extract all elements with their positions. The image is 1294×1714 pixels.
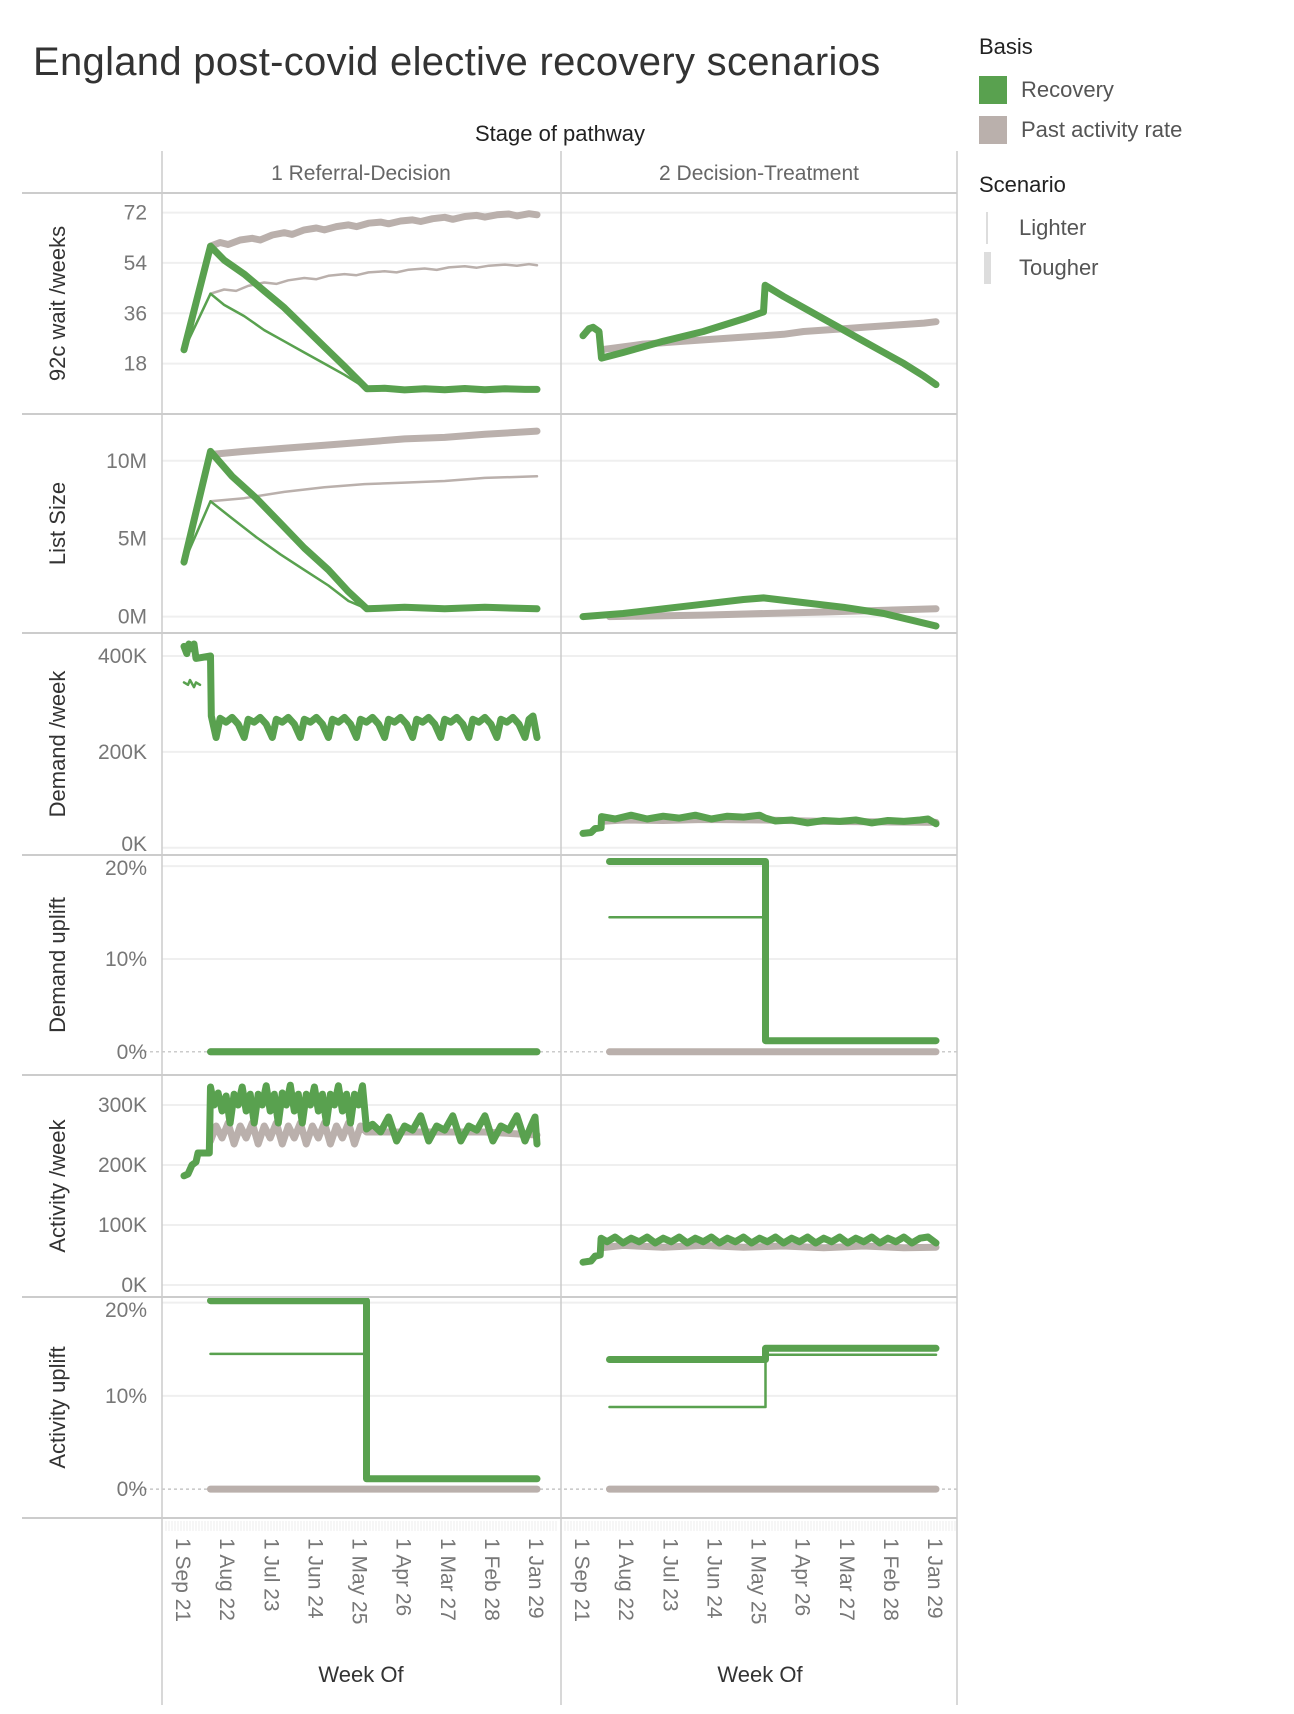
legend-item-lighter[interactable]: Lighter bbox=[979, 208, 1279, 248]
legend-scenario-title: Scenario bbox=[979, 172, 1066, 197]
series-line-recovery-lighter bbox=[182, 678, 202, 689]
y-tick-label: 54 bbox=[124, 252, 148, 275]
series-line-recovery-lighter bbox=[182, 500, 369, 611]
x-tick-label: 1 Jun 24 bbox=[702, 1538, 725, 1619]
x-tick-label: 1 Feb 28 bbox=[879, 1538, 902, 1621]
x-tick-label: 1 Jul 23 bbox=[658, 1538, 681, 1612]
row-1: 0M 5M 10M List Size bbox=[45, 427, 957, 630]
series-line-recovery-lighter bbox=[209, 1352, 539, 1481]
series-line-recovery-tougher bbox=[606, 858, 940, 1045]
thick-line-icon bbox=[979, 252, 995, 284]
thin-line-icon bbox=[979, 212, 995, 244]
row-title: Activity /week bbox=[45, 1118, 70, 1252]
x-tick-label: 1 Aug 22 bbox=[215, 1538, 238, 1621]
series-line-past-activity-rate-tougher bbox=[598, 1241, 940, 1252]
legend: Basis Recovery Past activity rate Scenar… bbox=[979, 34, 1279, 288]
y-tick-label: 18 bbox=[124, 353, 147, 376]
series-line-recovery-tougher bbox=[180, 447, 541, 613]
x-tick-label: 1 Sep 21 bbox=[171, 1538, 194, 1622]
y-tick-label: 400K bbox=[98, 645, 147, 668]
series-line-recovery-tougher bbox=[207, 1297, 541, 1483]
y-tick-label: 36 bbox=[124, 302, 147, 325]
y-tick-label: 72 bbox=[124, 202, 147, 225]
y-tick-label: 10% bbox=[105, 1385, 147, 1408]
column-header-title: Stage of pathway bbox=[475, 121, 645, 146]
y-tick-label: 20% bbox=[105, 857, 147, 880]
row-title: 92c wait /weeks bbox=[45, 226, 70, 381]
x-tick-label: 1 Sep 21 bbox=[570, 1538, 593, 1622]
row-4: 0K 100K 200K 300K Activity /week bbox=[45, 1081, 957, 1297]
row-3: 0% 10% 20% Demand uplift bbox=[45, 857, 957, 1064]
y-tick-label: 200K bbox=[98, 741, 147, 764]
legend-label: Lighter bbox=[1019, 215, 1087, 240]
x-tick-label: 1 May 25 bbox=[747, 1538, 770, 1624]
y-tick-label: 10M bbox=[106, 450, 147, 473]
x-axis-title: Week Of bbox=[717, 1662, 803, 1687]
y-tick-label: 0M bbox=[118, 606, 147, 629]
x-tick-label: 1 Jan 29 bbox=[923, 1538, 946, 1619]
series-line-recovery-lighter bbox=[608, 915, 938, 1042]
legend-item-tougher[interactable]: Tougher bbox=[979, 248, 1279, 288]
row-title: List Size bbox=[45, 482, 70, 565]
series-line-recovery-tougher bbox=[579, 594, 940, 630]
x-tick-label: 1 Apr 26 bbox=[791, 1538, 814, 1616]
series-line-past-activity-rate-lighter bbox=[209, 262, 539, 295]
y-tick-label: 300K bbox=[98, 1094, 147, 1117]
y-tick-label: 20% bbox=[105, 1299, 147, 1322]
series-line-recovery-tougher bbox=[180, 242, 541, 394]
column-header: 2 Decision-Treatment bbox=[659, 162, 859, 185]
series-line-recovery-tougher bbox=[180, 1081, 541, 1180]
y-tick-label: 0K bbox=[121, 833, 147, 856]
x-tick-label: 1 Mar 27 bbox=[835, 1538, 858, 1621]
series-line-recovery-tougher bbox=[579, 811, 940, 837]
legend-item-past-activity-rate[interactable]: Past activity rate bbox=[979, 110, 1279, 150]
y-tick-label: 200K bbox=[98, 1154, 147, 1177]
series-line-recovery-tougher bbox=[579, 1233, 940, 1266]
row-0: 18 36 54 72 92c wait /weeks bbox=[45, 202, 957, 394]
column-header: 1 Referral-Decision bbox=[271, 162, 451, 185]
legend-label: Tougher bbox=[1019, 255, 1099, 280]
row-5: 0% 10% 20% Activity uplift bbox=[45, 1297, 957, 1501]
legend-label: Past activity rate bbox=[1021, 117, 1183, 142]
y-tick-label: 10% bbox=[105, 948, 147, 971]
row-title: Demand uplift bbox=[45, 897, 70, 1033]
series-line-recovery-tougher bbox=[180, 640, 541, 741]
y-tick-label: 0K bbox=[121, 1274, 147, 1297]
legend-item-recovery[interactable]: Recovery bbox=[979, 70, 1279, 110]
row-title: Demand /week bbox=[45, 670, 70, 818]
x-tick-label: 1 May 25 bbox=[348, 1538, 371, 1624]
y-tick-label: 0% bbox=[117, 1478, 147, 1501]
x-axis-title: Week Of bbox=[318, 1662, 404, 1687]
x-tick-label: 1 Jun 24 bbox=[303, 1538, 326, 1619]
x-tick-label: 1 Apr 26 bbox=[392, 1538, 415, 1616]
x-tick-label: 1 Aug 22 bbox=[614, 1538, 637, 1621]
series-line-recovery-lighter bbox=[182, 292, 539, 391]
series-line-recovery-tougher bbox=[606, 1344, 940, 1363]
legend-label: Recovery bbox=[1021, 77, 1114, 102]
y-tick-label: 100K bbox=[98, 1214, 147, 1237]
chart-title: England post-covid elective recovery sce… bbox=[33, 40, 881, 84]
row-2: 0K 200K 400K Demand /week bbox=[45, 640, 957, 856]
row-title: Activity uplift bbox=[45, 1346, 70, 1468]
past-activity-swatch bbox=[979, 116, 1007, 144]
y-tick-label: 0% bbox=[117, 1041, 147, 1064]
x-tick-label: 1 Feb 28 bbox=[480, 1538, 503, 1621]
x-tick-label: 1 Jan 29 bbox=[524, 1538, 547, 1619]
series-line-past-activity-rate-tougher bbox=[207, 427, 541, 458]
series-line-past-activity-rate-tougher bbox=[207, 1119, 541, 1148]
y-tick-label: 5M bbox=[118, 528, 147, 551]
x-tick-label: 1 Mar 27 bbox=[436, 1538, 459, 1621]
series-line-recovery-lighter bbox=[608, 1353, 938, 1409]
recovery-swatch bbox=[979, 76, 1007, 104]
series-line-past-activity-rate-tougher bbox=[207, 210, 541, 250]
series-line-recovery-tougher bbox=[579, 281, 940, 389]
legend-basis-title: Basis bbox=[979, 34, 1033, 59]
x-tick-label: 1 Jul 23 bbox=[259, 1538, 282, 1612]
